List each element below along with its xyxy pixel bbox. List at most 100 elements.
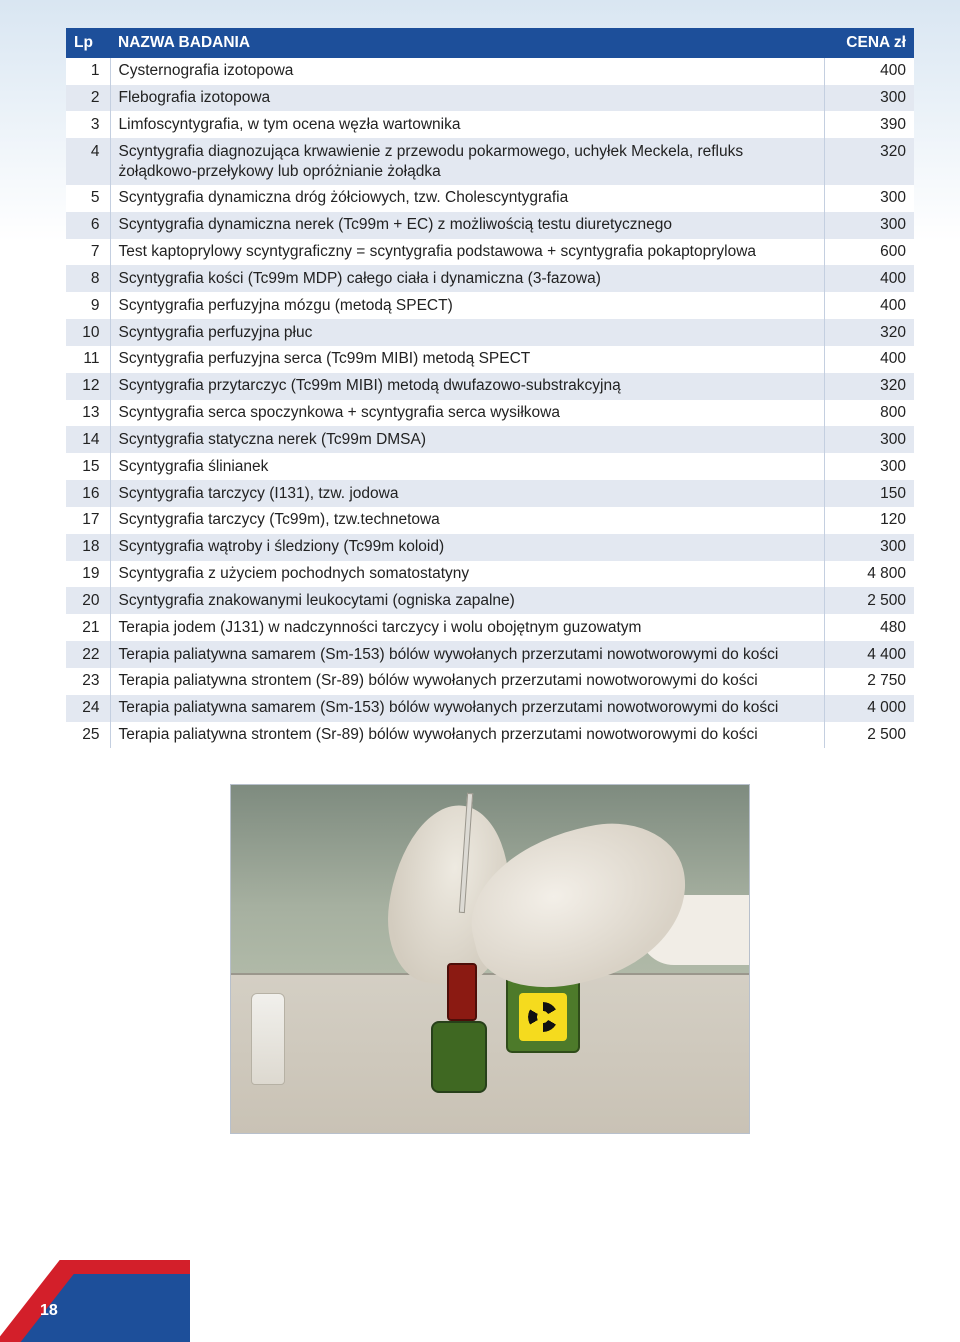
- cell-lp: 2: [66, 85, 110, 112]
- cell-name: Scyntygrafia znakowanymi leukocytami (og…: [110, 587, 824, 614]
- cell-lp: 5: [66, 185, 110, 212]
- cell-price: 150: [824, 480, 914, 507]
- cell-lp: 21: [66, 614, 110, 641]
- photo-counter-surface: [231, 973, 749, 1133]
- table-row: 11Scyntygrafia perfuzyjna serca (Tc99m M…: [66, 346, 914, 373]
- cell-price: 4 800: [824, 561, 914, 588]
- table-row: 16Scyntygrafia tarczycy (I131), tzw. jod…: [66, 480, 914, 507]
- cell-lp: 18: [66, 534, 110, 561]
- cell-price: 320: [824, 138, 914, 185]
- page-number: 18: [40, 1302, 58, 1320]
- table-row: 3Limfoscyntygrafia, w tym ocena węzła wa…: [66, 111, 914, 138]
- table-header-row: Lp NAZWA BADANIA CENA zł: [66, 28, 914, 58]
- table-row: 5Scyntygrafia dynamiczna dróg żółciowych…: [66, 185, 914, 212]
- page-corner-decoration: [0, 1260, 190, 1342]
- cell-name: Terapia paliatywna strontem (Sr-89) bóló…: [110, 722, 824, 749]
- table-row: 18Scyntygrafia wątroby i śledziony (Tc99…: [66, 534, 914, 561]
- cell-lp: 7: [66, 239, 110, 266]
- cell-price: 800: [824, 400, 914, 427]
- cell-lp: 15: [66, 453, 110, 480]
- table-row: 15Scyntygrafia ślinianek300: [66, 453, 914, 480]
- table-row: 21Terapia jodem (J131) w nadczynności ta…: [66, 614, 914, 641]
- cell-name: Scyntygrafia dynamiczna nerek (Tc99m + E…: [110, 212, 824, 239]
- cell-name: Cysternografia izotopowa: [110, 58, 824, 85]
- table-row: 14Scyntygrafia statyczna nerek (Tc99m DM…: [66, 426, 914, 453]
- cell-name: Scyntygrafia diagnozująca krwawienie z p…: [110, 138, 824, 185]
- cell-price: 390: [824, 111, 914, 138]
- cell-price: 300: [824, 185, 914, 212]
- cell-lp: 25: [66, 722, 110, 749]
- cell-name: Terapia paliatywna strontem (Sr-89) bóló…: [110, 668, 824, 695]
- cell-lp: 23: [66, 668, 110, 695]
- cell-name: Scyntygrafia ślinianek: [110, 453, 824, 480]
- cell-lp: 6: [66, 212, 110, 239]
- cell-lp: 19: [66, 561, 110, 588]
- table-row: 23Terapia paliatywna strontem (Sr-89) bó…: [66, 668, 914, 695]
- table-row: 22Terapia paliatywna samarem (Sm-153) bó…: [66, 641, 914, 668]
- cell-lp: 9: [66, 292, 110, 319]
- table-row: 6Scyntygrafia dynamiczna nerek (Tc99m + …: [66, 212, 914, 239]
- cell-name: Flebografia izotopowa: [110, 85, 824, 112]
- cell-price: 400: [824, 346, 914, 373]
- cell-price: 320: [824, 319, 914, 346]
- lab-photo: [230, 784, 750, 1134]
- cell-lp: 22: [66, 641, 110, 668]
- table-row: 24Terapia paliatywna samarem (Sm-153) bó…: [66, 695, 914, 722]
- table-row: 19Scyntygrafia z użyciem pochodnych soma…: [66, 561, 914, 588]
- cell-lp: 10: [66, 319, 110, 346]
- cell-lp: 24: [66, 695, 110, 722]
- photo-bottle: [251, 993, 285, 1085]
- photo-vial: [447, 963, 477, 1021]
- table-row: 25Terapia paliatywna strontem (Sr-89) bó…: [66, 722, 914, 749]
- cell-price: 300: [824, 534, 914, 561]
- table-row: 17Scyntygrafia tarczycy (Tc99m), tzw.tec…: [66, 507, 914, 534]
- cell-name: Terapia jodem (J131) w nadczynności tarc…: [110, 614, 824, 641]
- cell-lp: 4: [66, 138, 110, 185]
- radiation-label: [519, 993, 567, 1041]
- cell-lp: 14: [66, 426, 110, 453]
- cell-lp: 3: [66, 111, 110, 138]
- cell-name: Terapia paliatywna samarem (Sm-153) bóló…: [110, 641, 824, 668]
- cell-name: Terapia paliatywna samarem (Sm-153) bóló…: [110, 695, 824, 722]
- cell-name: Scyntygrafia wątroby i śledziony (Tc99m …: [110, 534, 824, 561]
- cell-lp: 11: [66, 346, 110, 373]
- cell-lp: 17: [66, 507, 110, 534]
- table-row: 1Cysternografia izotopowa400: [66, 58, 914, 85]
- cell-price: 400: [824, 58, 914, 85]
- photo-container: [66, 784, 914, 1134]
- cell-name: Scyntygrafia dynamiczna dróg żółciowych,…: [110, 185, 824, 212]
- col-header-lp: Lp: [66, 28, 110, 58]
- cell-lp: 16: [66, 480, 110, 507]
- cell-price: 320: [824, 373, 914, 400]
- table-row: 4Scyntygrafia diagnozująca krwawienie z …: [66, 138, 914, 185]
- table-row: 9Scyntygrafia perfuzyjna mózgu (metodą S…: [66, 292, 914, 319]
- table-row: 13Scyntygrafia serca spoczynkowa + scynt…: [66, 400, 914, 427]
- cell-price: 480: [824, 614, 914, 641]
- cell-price: 120: [824, 507, 914, 534]
- cell-price: 4 400: [824, 641, 914, 668]
- photo-lead-container-small: [431, 1021, 487, 1093]
- table-row: 7Test kaptoprylowy scyntygraficzny = scy…: [66, 239, 914, 266]
- cell-lp: 1: [66, 58, 110, 85]
- cell-price: 400: [824, 292, 914, 319]
- col-header-price: CENA zł: [824, 28, 914, 58]
- cell-price: 400: [824, 265, 914, 292]
- cell-name: Scyntygrafia z użyciem pochodnych somato…: [110, 561, 824, 588]
- cell-name: Scyntygrafia serca spoczynkowa + scyntyg…: [110, 400, 824, 427]
- col-header-name: NAZWA BADANIA: [110, 28, 824, 58]
- cell-name: Limfoscyntygrafia, w tym ocena węzła war…: [110, 111, 824, 138]
- cell-lp: 12: [66, 373, 110, 400]
- table-row: 20Scyntygrafia znakowanymi leukocytami (…: [66, 587, 914, 614]
- cell-lp: 20: [66, 587, 110, 614]
- cell-name: Scyntygrafia przytarczyc (Tc99m MIBI) me…: [110, 373, 824, 400]
- price-table: Lp NAZWA BADANIA CENA zł 1Cysternografia…: [66, 28, 914, 748]
- radiation-trefoil-icon: [528, 1002, 558, 1032]
- cell-price: 300: [824, 85, 914, 112]
- cell-price: 600: [824, 239, 914, 266]
- cell-name: Scyntygrafia tarczycy (Tc99m), tzw.techn…: [110, 507, 824, 534]
- cell-name: Scyntygrafia perfuzyjna płuc: [110, 319, 824, 346]
- cell-lp: 8: [66, 265, 110, 292]
- cell-name: Scyntygrafia perfuzyjna serca (Tc99m MIB…: [110, 346, 824, 373]
- cell-name: Scyntygrafia tarczycy (I131), tzw. jodow…: [110, 480, 824, 507]
- cell-name: Scyntygrafia statyczna nerek (Tc99m DMSA…: [110, 426, 824, 453]
